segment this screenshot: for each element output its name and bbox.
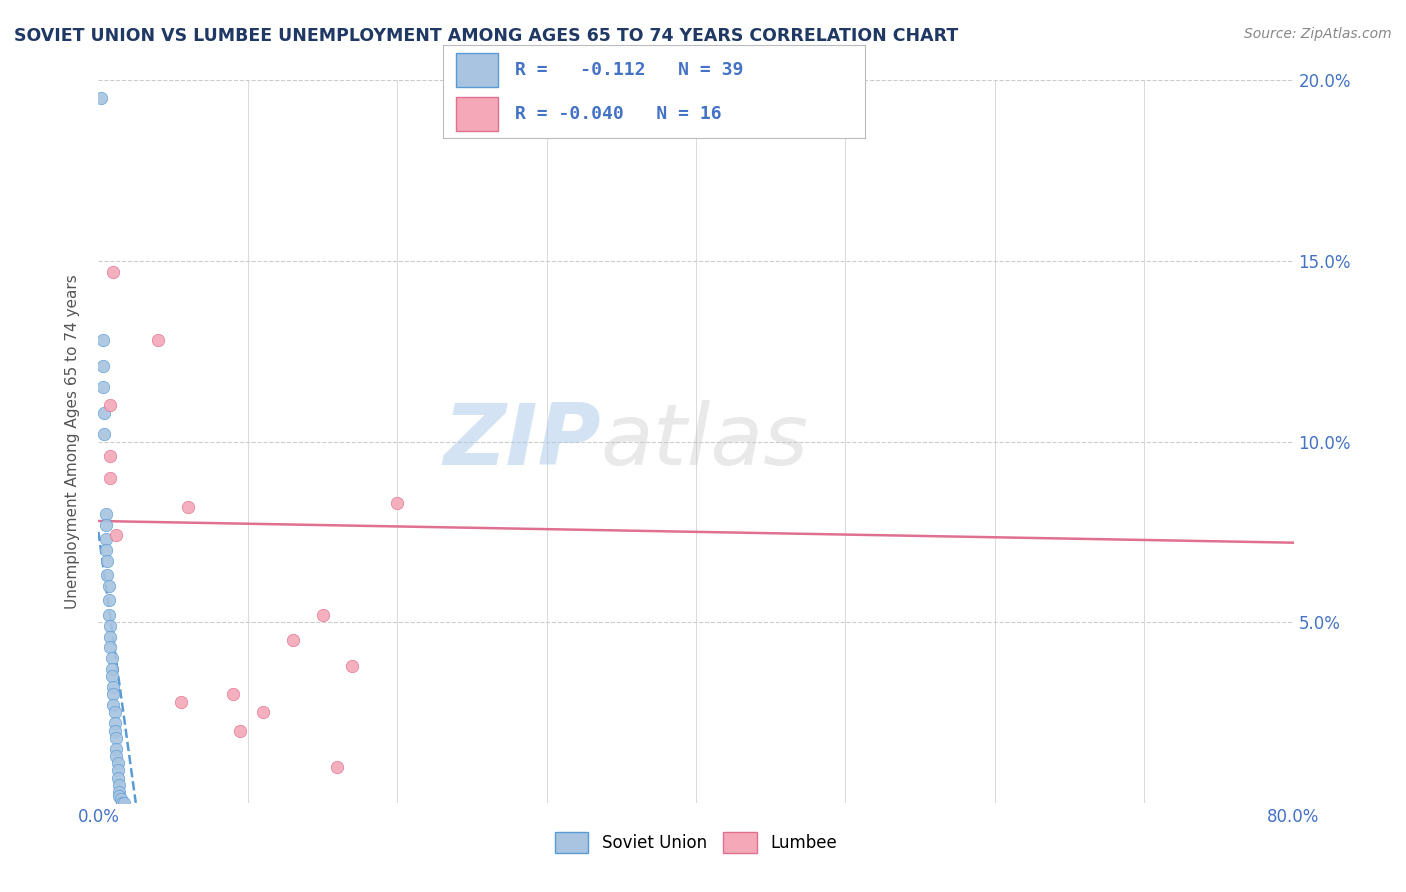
Point [90, 91, 112, 105]
Point [98, 630, 122, 644]
Point [93, 406, 115, 420]
Point [101, 651, 124, 665]
Text: R = -0.040   N = 16: R = -0.040 N = 16 [515, 105, 721, 123]
Point [105, 731, 128, 745]
Text: R =   -0.112   N = 39: R = -0.112 N = 39 [515, 61, 742, 78]
Point [94, 517, 117, 532]
Point [169, 695, 191, 709]
Point [112, 796, 135, 810]
Text: ZIP: ZIP [443, 400, 600, 483]
Point [103, 265, 125, 279]
Point [222, 687, 245, 701]
Point [104, 723, 127, 738]
Point [108, 789, 131, 803]
Point [104, 706, 127, 720]
Point [91, 334, 114, 348]
Point [105, 528, 128, 542]
Bar [456, 97, 498, 131]
Bar [456, 53, 498, 87]
Point [93, 427, 115, 442]
Point [385, 496, 409, 510]
Point [229, 723, 252, 738]
Point [91, 380, 114, 394]
Point [107, 764, 129, 778]
Text: SOVIET UNION VS LUMBEE UNEMPLOYMENT AMONG AGES 65 TO 74 YEARS CORRELATION CHART: SOVIET UNION VS LUMBEE UNEMPLOYMENT AMON… [14, 27, 959, 45]
Point [96, 554, 118, 568]
Point [98, 449, 122, 463]
Point [94, 542, 117, 557]
Point [148, 334, 170, 348]
Text: Source: ZipAtlas.com: Source: ZipAtlas.com [1244, 27, 1392, 41]
Point [105, 748, 128, 763]
Point [96, 568, 118, 582]
Point [281, 633, 304, 648]
Point [311, 607, 333, 622]
Legend: Soviet Union, Lumbee: Soviet Union, Lumbee [548, 826, 844, 860]
Point [103, 687, 125, 701]
Point [101, 662, 124, 676]
Point [326, 760, 349, 774]
Point [103, 698, 125, 713]
Point [97, 607, 120, 622]
Point [177, 500, 200, 514]
Point [105, 741, 128, 756]
Point [107, 771, 129, 785]
Point [98, 640, 122, 655]
Point [98, 619, 122, 633]
Point [101, 669, 124, 683]
Point [91, 359, 114, 373]
Point [108, 778, 131, 792]
Point [104, 716, 127, 731]
Point [97, 579, 120, 593]
Point [342, 658, 364, 673]
Point [252, 706, 274, 720]
Point [97, 593, 120, 607]
Point [94, 532, 117, 546]
Text: atlas: atlas [600, 400, 808, 483]
Point [98, 471, 122, 485]
Point [94, 507, 117, 521]
Point [111, 796, 134, 810]
Y-axis label: Unemployment Among Ages 65 to 74 years: Unemployment Among Ages 65 to 74 years [65, 274, 80, 609]
Point [108, 785, 131, 799]
Point [107, 756, 129, 770]
Point [103, 680, 125, 694]
Point [98, 398, 122, 412]
Point [110, 792, 132, 806]
